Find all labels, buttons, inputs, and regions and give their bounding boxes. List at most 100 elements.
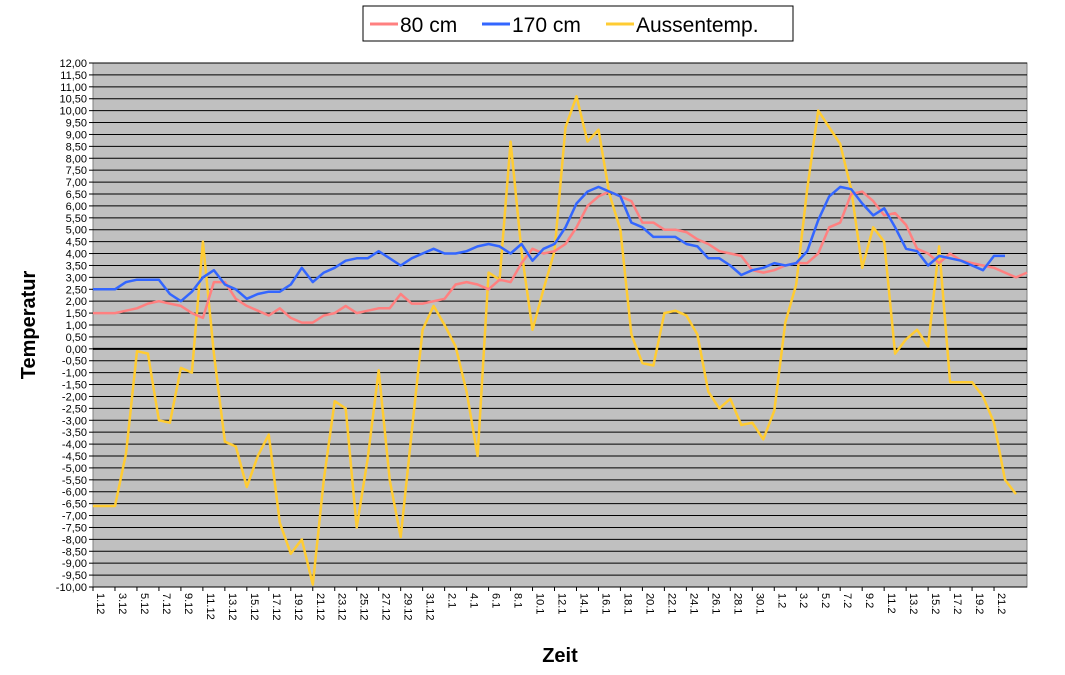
x-tick-label: 1.2 [775,593,787,608]
y-tick-label: -1,00 [62,368,87,380]
y-tick-label: 0,00 [66,344,87,356]
x-axis-title: Zeit [542,645,578,667]
y-tick-label: 5,00 [66,225,87,237]
x-tick-label: 5.2 [819,593,831,608]
y-tick-label: 4,00 [66,249,87,261]
y-tick-label: 6,00 [66,201,87,213]
x-tick-label: 14.1 [577,593,589,614]
y-axis-ticks: -10,00-9,50-9,00-8,50-8,00-7,50-7,00-6,5… [56,58,93,594]
y-tick-label: 5,50 [66,213,87,225]
x-tick-label: 1.12 [94,593,106,614]
x-tick-label: 15.12 [248,593,260,621]
y-tick-label: -4,00 [62,439,87,451]
x-tick-label: 7.12 [160,593,172,614]
x-tick-label: 16.1 [599,593,611,614]
y-tick-label: 11,50 [60,70,87,82]
y-tick-label: 2,50 [66,284,87,296]
x-tick-label: 13.2 [907,593,919,614]
x-tick-label: 26.1 [709,593,721,614]
y-tick-label: -10,00 [56,582,87,594]
x-tick-label: 13.12 [226,593,238,621]
x-tick-label: 24.1 [687,593,699,614]
y-axis-title: Temperatur [18,271,40,380]
y-tick-label: 1,00 [66,320,87,332]
x-tick-label: 8.1 [512,593,524,608]
y-tick-label: -4,50 [62,451,87,463]
y-tick-label: -5,00 [62,463,87,475]
y-tick-label: 2,00 [66,296,87,308]
x-tick-label: 17.2 [951,593,963,614]
y-tick-label: -8,50 [62,546,87,558]
x-tick-label: 29.12 [402,593,414,621]
x-tick-label: 18.1 [621,593,633,614]
x-tick-label: 3.2 [797,593,809,608]
gridlines [93,62,1027,588]
x-tick-label: 9.12 [182,593,194,614]
x-tick-label: 25.12 [358,593,370,621]
x-tick-label: 19.2 [973,593,985,614]
y-tick-label: -2,50 [62,403,87,415]
y-tick-label: 8,50 [66,141,87,153]
legend-label: Aussentemp. [636,14,759,37]
series-lines [93,95,1028,586]
y-tick-label: -2,00 [62,391,87,403]
y-tick-label: 12,00 [59,58,87,70]
x-axis-ticks: 1.12 3.12 5.12 7.12 9.12 11.12 13.12 15.12 17.12… [92,587,1007,621]
y-tick-label: 7,00 [66,177,87,189]
y-tick-label: -6,00 [62,487,87,499]
y-tick-label: 9,50 [66,118,87,130]
y-tick-label: 6,50 [66,189,87,201]
x-tick-label: 11.2 [885,593,897,614]
legend: 80 cm 170 cm Aussentemp. [362,5,794,42]
x-tick-label: 9.2 [863,593,875,608]
y-tick-label: -5,50 [62,475,87,487]
y-tick-label: 11,00 [60,82,87,94]
legend-label: 80 cm [400,14,457,37]
x-tick-label: 3.12 [116,593,128,614]
x-tick-label: 19.12 [292,593,304,621]
x-tick-label: 6.1 [490,593,502,608]
y-tick-label: -3,50 [62,427,87,439]
y-tick-label: -9,50 [62,570,87,582]
x-tick-label: 5.12 [138,593,150,614]
x-tick-label: 7.2 [841,593,853,608]
x-tick-label: 30.1 [753,593,765,614]
x-tick-label: 15.2 [929,593,941,614]
y-tick-label: -9,00 [62,558,87,570]
x-tick-label: 2.1 [446,593,458,608]
y-tick-label: 4,50 [66,237,87,249]
x-tick-label: 21.2 [995,593,1007,614]
x-tick-label: 12.1 [556,593,568,614]
y-tick-label: 9,00 [66,129,87,141]
legend-label: 170 cm [512,14,581,37]
x-tick-label: 23.12 [336,593,348,621]
y-tick-label: -8,00 [62,534,87,546]
y-tick-label: 3,50 [66,260,87,272]
legend-box [362,5,794,42]
x-tick-label: 17.12 [270,593,282,621]
x-tick-label: 20.1 [643,593,655,614]
y-tick-label: 10,50 [59,94,87,106]
series-line-1 [93,185,1005,303]
y-tick-label: -7,50 [62,522,87,534]
series-line-0 [93,190,1028,324]
x-tick-label: 28.1 [731,593,743,614]
y-tick-label: -6,50 [62,499,87,511]
y-tick-label: 1,50 [66,308,87,320]
x-tick-label: 21.12 [314,593,326,621]
x-tick-label: 31.12 [424,593,436,621]
y-tick-label: 10,00 [59,106,87,118]
y-tick-label: -1,50 [62,380,87,392]
y-tick-label: 8,00 [66,153,87,165]
x-tick-label: 10.1 [534,593,546,614]
y-tick-label: 0,50 [66,332,87,344]
y-tick-label: -0,50 [62,356,87,368]
x-tick-label: 4.1 [468,593,480,608]
y-tick-label: -3,00 [62,415,87,427]
x-tick-label: 11.12 [204,593,216,620]
y-tick-label: 7,50 [66,165,87,177]
x-tick-label: 22.1 [665,593,677,614]
y-tick-label: 3,00 [66,272,87,284]
x-tick-label: 27.12 [380,593,392,621]
